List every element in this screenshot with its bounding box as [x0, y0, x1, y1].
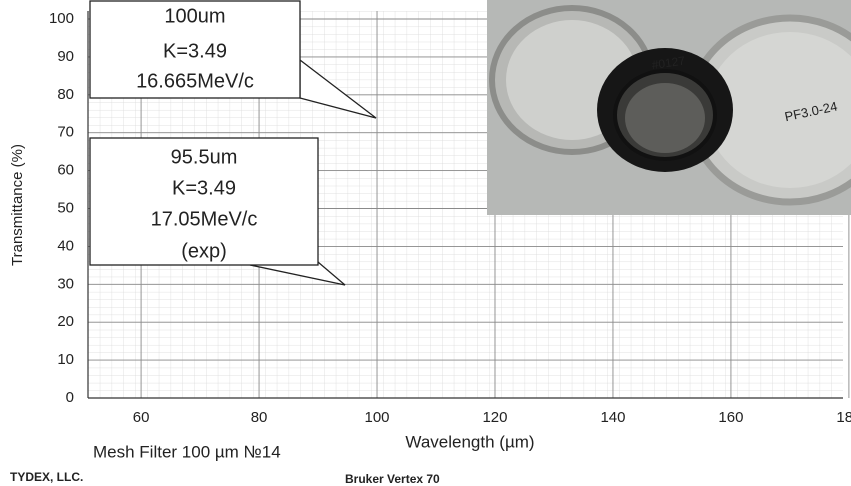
- annotation-line: 100um: [164, 5, 225, 27]
- y-tick-label: 0: [66, 389, 74, 406]
- annotation-line: K=3.49: [172, 177, 236, 199]
- footer-right: Bruker Vertex 70: [345, 472, 440, 486]
- y-axis-label: Transmittance (%): [9, 144, 26, 266]
- y-tick-label: 10: [57, 351, 74, 368]
- footer-left: TYDEX, LLC.: [10, 470, 83, 484]
- x-tick-label: 80: [251, 409, 268, 426]
- x-axis-label: Wavelength (µm): [405, 432, 534, 451]
- svg-text:#0127: #0127: [651, 54, 686, 73]
- x-tick-label: 60: [133, 409, 150, 426]
- callouts: [89, 0, 377, 286]
- y-tick-label: 20: [57, 313, 74, 330]
- y-tick-label: 40: [57, 237, 74, 254]
- annotation-line: 95.5um: [171, 146, 238, 168]
- y-tick-label: 70: [57, 124, 74, 141]
- y-tick-label: 60: [57, 162, 74, 179]
- x-tick-label: 100: [365, 409, 390, 426]
- annotation-line: 16.665MeV/c: [136, 70, 254, 92]
- annotation-line: (exp): [181, 240, 227, 262]
- y-tick-label: 100: [49, 10, 74, 27]
- y-tick-label: 90: [57, 48, 74, 65]
- y-tick-label: 50: [57, 199, 74, 216]
- y-tick-label: 80: [57, 86, 74, 103]
- x-tick-label: 140: [600, 409, 625, 426]
- x-tick-label: 160: [718, 409, 743, 426]
- y-tick-label: 30: [57, 275, 74, 292]
- annotation-line: 17.05MeV/c: [151, 208, 258, 230]
- x-tick-label: 180: [836, 409, 851, 426]
- annotation-line: K=3.49: [163, 40, 227, 62]
- x-tick-label: 120: [482, 409, 507, 426]
- photo: PF3.0-24 #0127: [487, 0, 851, 215]
- caption: Mesh Filter 100 µm №14: [93, 442, 281, 461]
